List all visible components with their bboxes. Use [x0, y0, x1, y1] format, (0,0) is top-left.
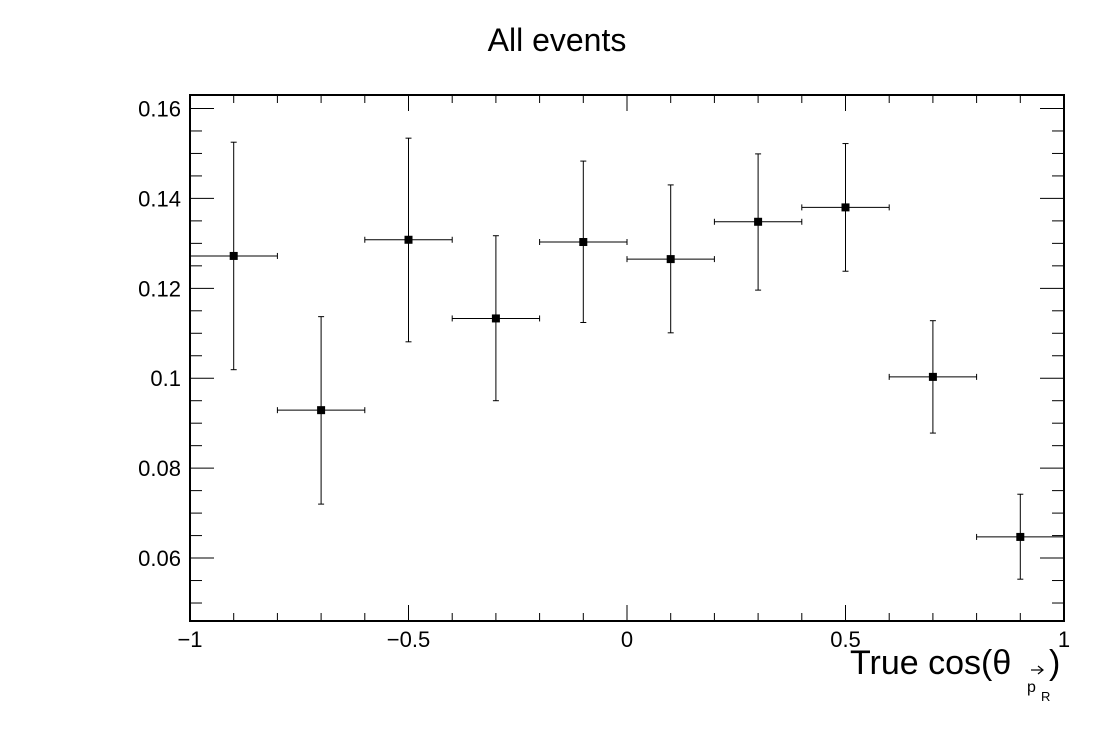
chart-title-group: All events: [457, 14, 657, 62]
data-point: [976, 493, 1065, 580]
square-marker: [841, 203, 850, 212]
x-axis-title-main: True cos(θ: [850, 644, 1011, 682]
data-point: [276, 316, 366, 505]
data-point: [364, 137, 453, 343]
y-tick-label: 0.16: [138, 96, 181, 121]
square-marker: [579, 238, 588, 247]
x-axis-title-subsub: R: [1041, 689, 1050, 704]
x-tick-label: 1: [1058, 627, 1070, 652]
chart-title: All events: [488, 22, 627, 58]
data-point: [189, 141, 278, 371]
data-point: [451, 235, 541, 402]
data-markers: [189, 137, 1065, 580]
y-tick-label: 0.14: [138, 186, 181, 211]
data-point: [713, 153, 803, 291]
data-point: [626, 184, 715, 334]
axis-ticks: [189, 95, 1065, 621]
x-tick-label: 0: [621, 627, 633, 652]
vector-arrow-head: [1037, 665, 1044, 675]
x-axis-title-end: ): [1049, 644, 1060, 682]
square-marker: [666, 255, 675, 264]
svg-text:True cos(θ: True cos(θ: [850, 644, 1011, 682]
square-marker: [491, 314, 500, 323]
x-tick-label: 0.5: [830, 627, 861, 652]
square-marker: [404, 235, 413, 244]
x-tick-label: −0.5: [387, 627, 430, 652]
data-point: [539, 160, 628, 323]
square-marker: [317, 406, 326, 415]
tick-labels: −1 −0.5 0 0.5 1 0.06 0.08 0.1 0.12 0.14 0.16: [138, 96, 1070, 652]
square-marker: [928, 372, 937, 381]
y-tick-label: 0.08: [138, 456, 181, 481]
square-marker: [754, 217, 763, 226]
x-tick-label: −1: [177, 627, 202, 652]
data-point: [801, 143, 890, 272]
y-tick-label: 0.12: [138, 276, 181, 301]
data-point: [888, 320, 978, 434]
x-axis-title: True cos(θ p R ): [850, 644, 1060, 704]
square-marker: [229, 251, 238, 260]
title-box: [457, 14, 657, 62]
square-marker: [1016, 532, 1025, 541]
y-tick-label: 0.1: [150, 366, 181, 391]
x-axis-title-sub: p: [1027, 679, 1036, 696]
y-tick-label: 0.06: [138, 546, 181, 571]
